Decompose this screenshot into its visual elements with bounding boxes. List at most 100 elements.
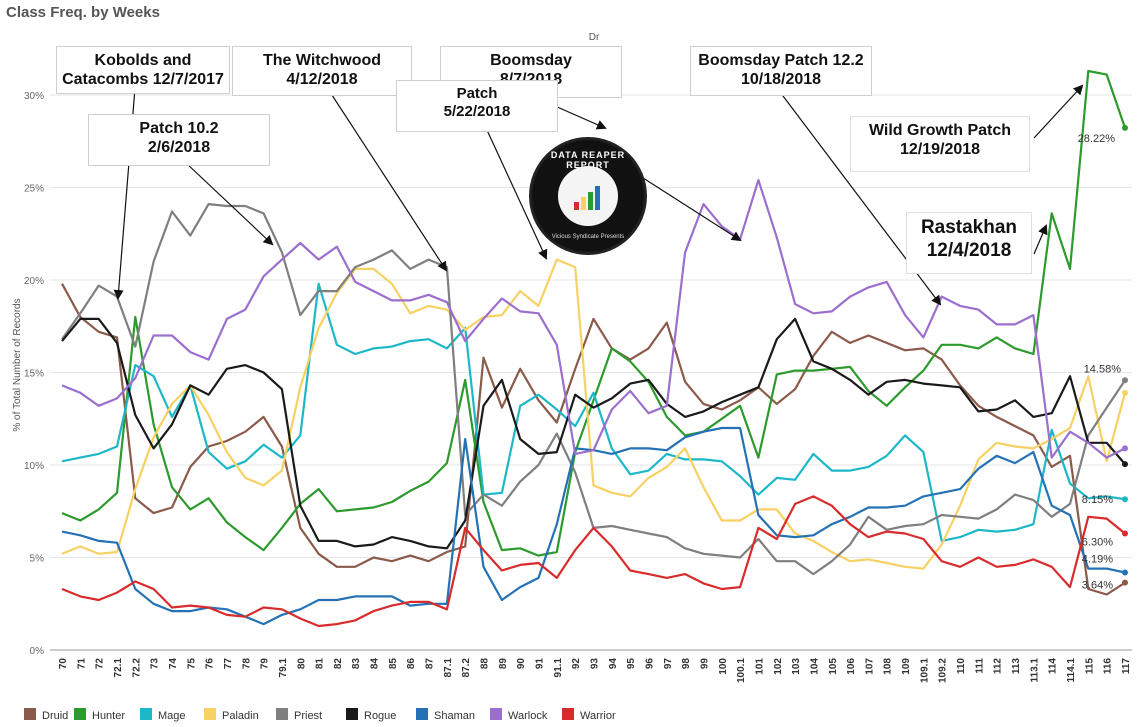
end-label-priest: 14.58% — [1084, 363, 1122, 375]
x-tick-label: 117 — [1121, 658, 1132, 675]
annotation-line: 12/19/2018 — [899, 141, 981, 159]
legend-swatch — [74, 708, 86, 720]
legend-swatch — [276, 708, 288, 720]
x-tick-label: 104 — [809, 658, 820, 675]
legend-swatch — [24, 708, 36, 720]
end-label-hunter: 28.22% — [1078, 133, 1116, 145]
x-tick-label: 79 — [260, 658, 271, 670]
legend-label: Mage — [158, 710, 186, 722]
x-tick-label: 101 — [754, 658, 765, 675]
x-tick-label: 88 — [480, 658, 491, 670]
annotation-line: 10/18/2018 — [740, 71, 822, 89]
x-tick-label: 77 — [223, 658, 234, 670]
x-tick-label: 93 — [590, 658, 601, 670]
end-label-druid: 3.64% — [1082, 580, 1113, 592]
series-end-point — [1122, 124, 1128, 131]
x-tick-label: 105 — [828, 658, 839, 675]
annotation-line: 2/6/2018 — [147, 139, 211, 157]
x-tick-label: 84 — [370, 658, 381, 670]
annotation-line: 4/12/2018 — [286, 71, 358, 89]
y-tick-label: 30% — [24, 91, 44, 102]
x-tick-label: 99 — [699, 658, 710, 670]
x-tick-label: 94 — [608, 658, 619, 670]
x-tick-label: 89 — [498, 658, 509, 670]
annotation-patch-0522: Patch 5/22/2018 — [396, 80, 558, 132]
x-tick-label: 95 — [626, 658, 637, 670]
x-tick-label: 114.1 — [1066, 658, 1077, 683]
y-tick-label: 15% — [24, 369, 44, 380]
x-tick-label: 90 — [516, 658, 527, 670]
series-line-warrior — [61, 495, 1126, 628]
x-tick-label: 86 — [406, 658, 417, 670]
y-tick-label: 0% — [30, 646, 45, 657]
x-tick-label: 72.2 — [131, 658, 142, 678]
legend-item-druid: Druid — [24, 708, 68, 722]
x-tick-label: 78 — [241, 658, 252, 670]
legend-item-warlock: Warlock — [490, 708, 548, 722]
x-tick-label: 72.1 — [113, 658, 124, 678]
annotation-arrow — [1033, 224, 1048, 255]
annotation-boomsday-patch: Boomsday Patch 12.2 10/18/2018 — [690, 46, 872, 96]
x-tick-label: 87.2 — [461, 658, 472, 678]
legend-label: Warrior — [580, 710, 616, 722]
legend-label: Rogue — [364, 710, 396, 722]
legend-swatch — [562, 708, 574, 720]
series-end-point — [1122, 461, 1128, 468]
legend-item-warrior: Warrior — [562, 708, 616, 722]
end-label-shaman: 4.19% — [1082, 553, 1113, 565]
annotation-line: The Witchwood — [262, 52, 382, 69]
annotation-line: Rastakhan — [920, 217, 1018, 238]
x-tick-label: 100.1 — [736, 658, 747, 683]
x-tick-label: 81 — [315, 658, 326, 670]
x-tick-label: 74 — [168, 658, 179, 670]
x-tick-label: 87.1 — [443, 658, 454, 678]
x-tick-label: 98 — [681, 658, 692, 670]
y-axis-ticks: 0% 5% 10% 15% 20% 25% 30% — [24, 91, 44, 657]
legend-label: Priest — [294, 710, 322, 722]
x-tick-label: 112 — [993, 658, 1004, 675]
series-line-mage — [61, 282, 1126, 543]
logo-emblem — [558, 166, 618, 226]
annotation-line: Patch — [456, 85, 498, 102]
y-tick-label: 10% — [24, 461, 44, 472]
legend-label: Warlock — [508, 710, 548, 722]
x-tick-label: 92 — [571, 658, 582, 670]
annotation-arrow — [485, 127, 548, 260]
legend-label: Shaman — [434, 710, 475, 722]
end-label-mage: 8.15% — [1082, 494, 1113, 506]
annotation-witchwood: The Witchwood 4/12/2018 — [232, 46, 412, 96]
x-tick-label: 76 — [205, 658, 216, 670]
legend: Druid Hunter Mage Paladin Priest Rogue Shaman W… — [24, 708, 616, 722]
x-axis-ticks: 70 71 72 72.1 72.2 73 74 75 76 77 78 79 79.1 80 81 82 83… — [58, 658, 1132, 683]
x-tick-label: 110 — [956, 658, 967, 675]
legend-swatch — [490, 708, 502, 720]
legend-swatch — [204, 708, 216, 720]
series-end-point — [1122, 579, 1128, 586]
x-tick-label: 80 — [296, 658, 307, 670]
legend-label: Hunter — [92, 710, 125, 722]
end-labels: 28.22% 14.58% 8.15% 6.30% 4.19% 3.64% — [1078, 133, 1122, 592]
series-line-druid — [61, 283, 1126, 596]
legend-item-mage: Mage — [140, 708, 186, 722]
x-tick-label: 70 — [58, 658, 69, 670]
header-filter-label: Dr — [589, 32, 600, 43]
annotation-patch-102: Patch 10.2 2/6/2018 — [88, 114, 270, 166]
logo-bottom-text: Vicious Syndicate Presents — [551, 234, 625, 240]
x-tick-label: 79.1 — [278, 658, 289, 678]
x-tick-label: 106 — [846, 658, 857, 675]
x-tick-label: 108 — [883, 658, 894, 675]
logo-bars-icon — [574, 184, 604, 210]
annotation-arrow — [639, 175, 742, 242]
annotation-line: Boomsday — [490, 52, 572, 69]
annotation-line: 12/4/2018 — [926, 239, 1012, 261]
series-line-warlock — [61, 179, 1126, 459]
y-tick-label: 20% — [24, 276, 44, 287]
y-tick-label: 5% — [30, 554, 45, 565]
x-tick-label: 107 — [864, 658, 875, 675]
y-tick-label: 25% — [24, 184, 44, 195]
x-tick-label: 109 — [901, 658, 912, 675]
annotation-arrow — [184, 161, 274, 246]
x-tick-label: 111 — [974, 658, 985, 674]
series-end-point — [1122, 377, 1128, 384]
